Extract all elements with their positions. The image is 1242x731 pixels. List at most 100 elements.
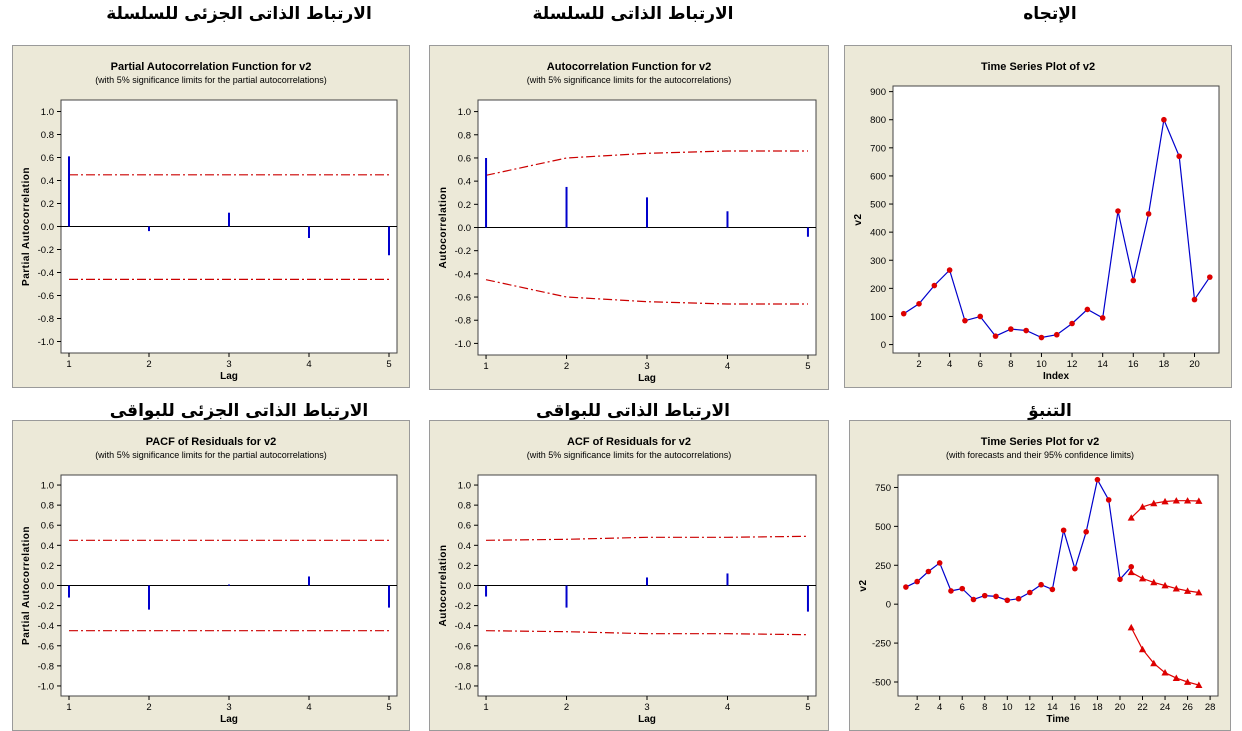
y-tick-label: -500 [872,677,891,688]
x-tick-label: 2 [564,702,569,713]
y-tick-label: -0.6 [38,641,54,652]
y-tick-label: 0.0 [41,581,54,592]
data-point [1038,581,1044,588]
data-point [977,313,984,320]
chart-title: ACF of Residuals for v2 [567,436,691,448]
x-tick-label: 16 [1070,702,1081,713]
lower-confidence-point [1195,681,1203,688]
x-tick-label: 5 [805,702,810,713]
x-tick-label: 28 [1205,702,1216,713]
heading-pacf-series: الارتباط الذاتى الجزئى للسلسلة [106,4,372,24]
heading-trend: الإتجاه [1023,4,1077,24]
x-tick-label: 18 [1159,359,1170,370]
chart-svg: ACF of Residuals for v2 (with 5% signific… [438,436,817,725]
data-point [992,333,999,339]
y-tick-label: -0.4 [455,269,471,280]
x-tick-label: 2 [915,702,920,713]
y-tick-label: 900 [870,87,886,98]
lower-confidence-point [1150,659,1158,667]
y-tick-label: 400 [870,228,886,239]
data-point [1115,208,1121,214]
y-tick-label: 250 [875,561,891,572]
y-tick-label: 800 [870,115,886,126]
x-tick-label: 1 [66,702,71,713]
chart-subtitle: (with 5% significance limits for the par… [95,450,327,460]
lower-confidence-point [1183,678,1192,685]
y-tick-label: 0.2 [41,561,54,572]
data-point [1083,529,1089,535]
upper-confidence-point [1172,497,1180,504]
data-point [1105,497,1112,503]
plot-area [892,85,1220,354]
y-tick-label: 0.2 [458,561,471,572]
x-tick-label: 26 [1182,702,1193,713]
data-point [981,592,988,599]
x-tick-label: 3 [226,702,231,713]
x-tick-label: 16 [1128,359,1139,370]
y-tick-label: 0.2 [458,200,471,211]
x-axis-label: Time [1046,714,1070,725]
x-tick-label: 12 [1067,359,1078,370]
y-tick-label: -0.8 [455,661,471,672]
y-tick-label: 500 [875,522,891,533]
upper-confidence-point [1138,503,1147,510]
y-tick-label: 0.0 [41,222,54,233]
data-point [1023,327,1029,334]
data-point [970,596,977,603]
y-tick-label: 0.4 [458,177,471,188]
data-point [1094,476,1101,483]
forecast-point [1138,574,1147,582]
x-axis-label: Lag [220,371,238,382]
data-point [914,578,920,585]
heading-pacf-residuals: الارتباط الذاتى الجزئى للبواقى [109,401,369,421]
y-tick-label: 0.8 [458,501,471,512]
y-tick-label: -0.8 [38,661,54,672]
data-point [1027,589,1033,596]
y-tick-label: 300 [870,256,886,267]
heading-acf-series: الارتباط الذاتى للسلسلة [532,4,734,24]
x-tick-label: 3 [644,702,649,713]
x-tick-label: 4 [306,359,311,370]
y-tick-label: 0.4 [41,176,54,187]
data-point [931,282,938,289]
lower-confidence-point [1172,674,1180,681]
data-point [1049,586,1056,593]
chart-title: PACF of Residuals for v2 [146,436,277,448]
data-point [1130,277,1137,284]
x-tick-label: 18 [1092,702,1103,713]
x-tick-label: 2 [564,361,569,372]
x-tick-label: 2 [916,359,921,370]
forecast-point [1150,578,1158,586]
x-tick-label: 6 [978,359,983,370]
data-point [1060,527,1067,534]
y-tick-label: -0.6 [455,293,471,304]
upper-confidence-point [1150,499,1158,507]
y-tick-label: 200 [870,284,886,295]
data-point [1145,211,1152,217]
data-point [1038,334,1045,341]
y-tick-label: -0.4 [38,621,54,632]
x-tick-label: 14 [1047,702,1058,713]
data-point [946,267,953,273]
y-tick-label: -0.6 [38,291,54,302]
chart-panel-acf-residuals: ACF of Residuals for v2 (with 5% signific… [429,420,829,731]
x-tick-label: 1 [483,361,488,372]
y-tick-label: -250 [872,639,891,650]
lower-significance-limit [485,279,808,305]
data-point [916,301,922,307]
x-tick-label: 4 [725,361,730,372]
data-point [1176,153,1183,160]
x-tick-label: 5 [805,361,810,372]
data-point [1099,315,1106,321]
chart-subtitle: (with 5% significance limits for the par… [95,75,327,85]
x-tick-label: 14 [1097,359,1108,370]
y-tick-label: 0.6 [458,153,471,164]
data-point [936,560,943,566]
x-tick-label: 10 [1036,359,1047,370]
y-tick-label: 1.0 [41,481,54,492]
data-point [1084,306,1091,313]
y-tick-label: -1.0 [38,337,54,348]
chart-panel-pacf-series: Partial Autocorrelation Function for v2 (… [12,45,410,388]
x-tick-label: 2 [146,359,151,370]
y-tick-label: -1.0 [455,339,471,350]
